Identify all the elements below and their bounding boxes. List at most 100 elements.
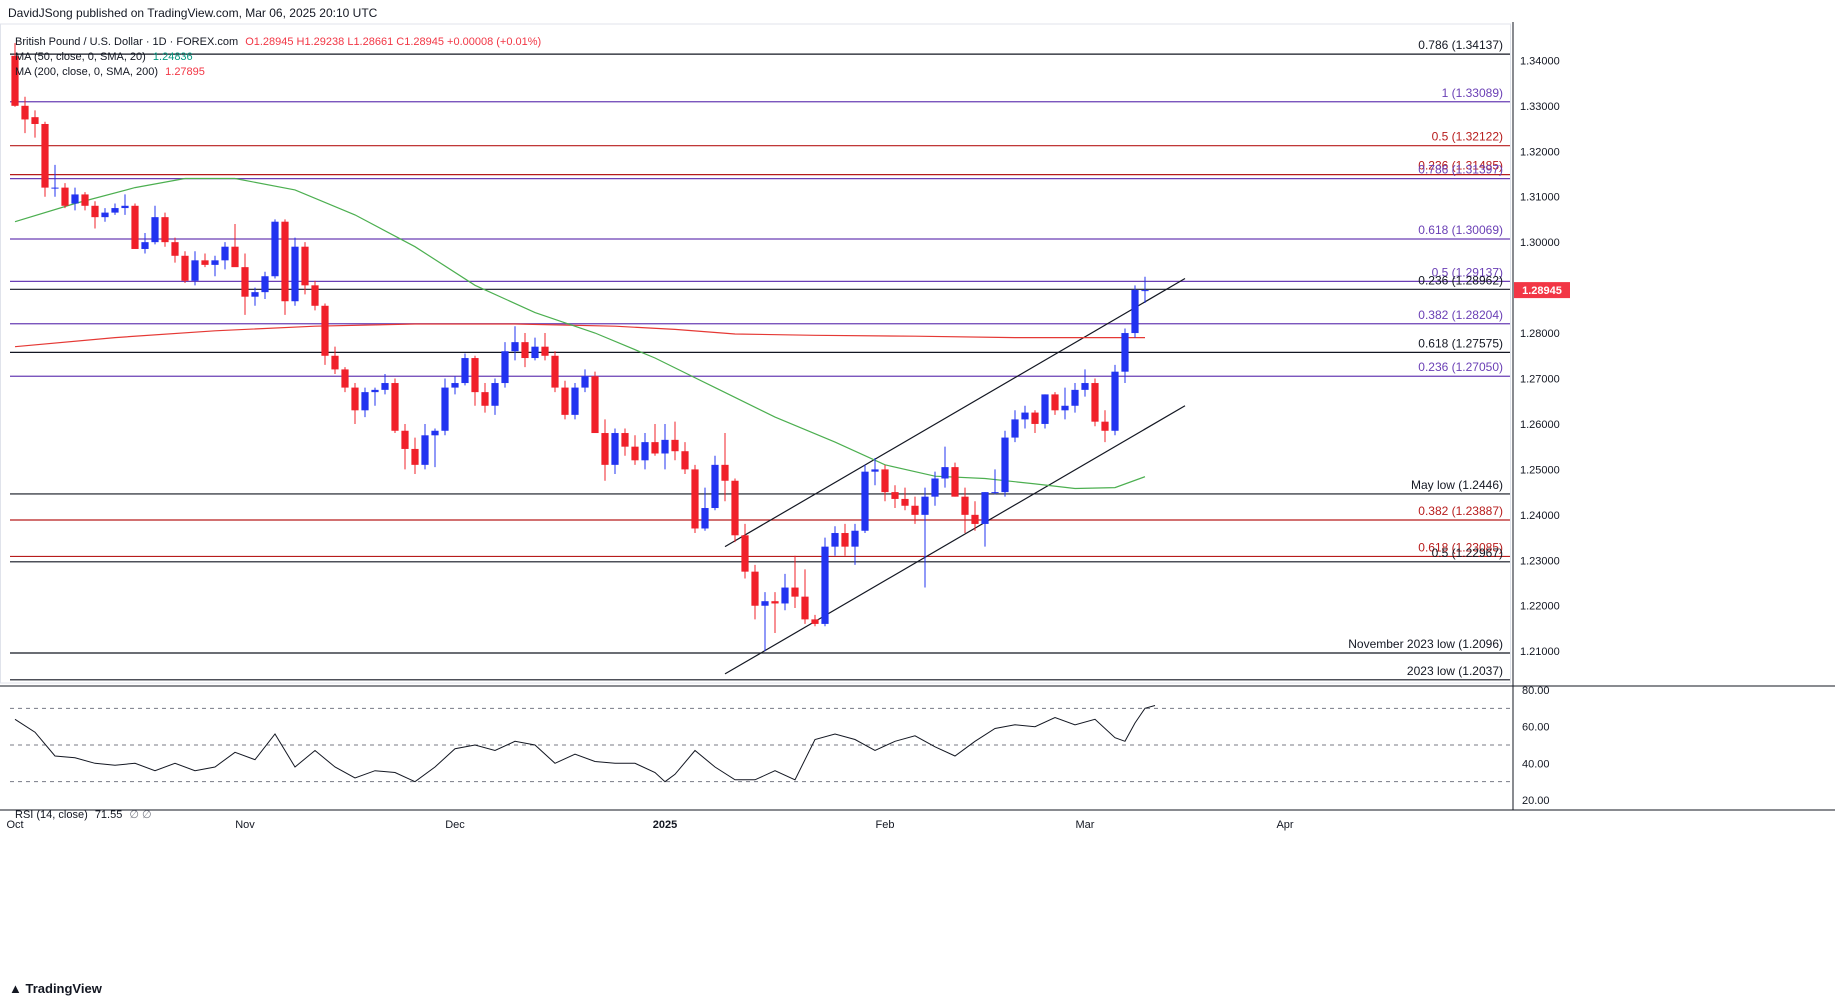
- candle-body: [1051, 394, 1059, 411]
- candle-body: [721, 464, 729, 481]
- candle-body: [581, 376, 589, 388]
- candle-body: [311, 285, 319, 306]
- time-tick-label: Feb: [876, 819, 895, 831]
- candle-body: [111, 208, 119, 213]
- price-tick-label: 1.34000: [1520, 55, 1560, 67]
- candle-body: [131, 205, 139, 249]
- time-tick-label: Oct: [6, 819, 23, 831]
- candle-body: [141, 242, 149, 249]
- candle-body: [691, 469, 699, 529]
- candle-body: [671, 439, 679, 452]
- candle-body: [11, 55, 19, 106]
- candle-body: [51, 187, 59, 189]
- ma50-legend[interactable]: MA (50, close, 0, SMA, 20) 1.24836: [15, 51, 193, 63]
- level-label: 0.5 (1.29137): [1432, 265, 1503, 279]
- level-label: 0.382 (1.23887): [1418, 504, 1503, 518]
- level-label: 1 (1.33089): [1442, 86, 1503, 100]
- candle-body: [251, 292, 259, 297]
- candle-body: [931, 478, 939, 497]
- candle-body: [201, 260, 209, 265]
- candle-body: [261, 276, 269, 293]
- candle-body: [781, 587, 789, 604]
- channel-trendline: [724, 277, 1186, 548]
- candle-body: [791, 587, 799, 597]
- candle-body: [951, 467, 959, 497]
- candle-body: [241, 267, 249, 297]
- time-tick-label: 2025: [653, 819, 677, 831]
- level-label: 0.618 (1.30069): [1418, 223, 1503, 237]
- candle-body: [121, 205, 129, 209]
- price-tick-label: 1.31000: [1520, 192, 1560, 204]
- candle-body: [561, 387, 569, 415]
- candle-body: [481, 392, 489, 406]
- candle-body: [361, 392, 369, 411]
- candle-body: [1021, 412, 1029, 420]
- candle-body: [231, 246, 239, 268]
- rsi-line: [14, 705, 1156, 783]
- level-label: 0.786 (1.31397): [1418, 163, 1503, 177]
- rsi-value: 71.55: [94, 809, 123, 821]
- level-label: 0.618 (1.23085): [1418, 540, 1503, 554]
- candle-body: [891, 492, 899, 499]
- candle-body: [941, 467, 949, 479]
- ma200-legend[interactable]: MA (200, close, 0, SMA, 200) 1.27895: [15, 66, 205, 78]
- candle-body: [471, 358, 479, 393]
- tradingview-logo[interactable]: ▲ TradingView: [9, 981, 102, 996]
- candle-body: [731, 480, 739, 536]
- level-label: 0.236 (1.28962): [1418, 273, 1503, 287]
- candle-body: [441, 387, 449, 431]
- candle-body: [41, 123, 49, 188]
- candle-body: [1141, 290, 1149, 292]
- time-tick-label: Mar: [1076, 819, 1095, 831]
- candle-body: [21, 105, 29, 120]
- candle-body: [91, 205, 99, 218]
- candle-body: [351, 387, 359, 411]
- ma50-line-group: [14, 177, 1146, 490]
- candle-body: [551, 355, 559, 388]
- candle-body: [981, 492, 989, 524]
- rsi-panel: 80.00 60.00 40.00 20.00: [10, 685, 1550, 807]
- candle-body: [851, 530, 859, 547]
- ma200-line: [14, 323, 1145, 348]
- publisher-line: DavidJSong published on TradingView.com,…: [8, 6, 378, 20]
- candle-body: [661, 439, 669, 454]
- trendlines: [724, 277, 1186, 675]
- rsi-tick-label: 80.00: [1522, 685, 1550, 697]
- candle-body: [501, 351, 509, 384]
- candlestick-chart[interactable]: 0.786 (1.34137) 1 (1.33089) 0.5 (1.32122) 0…: [0, 22, 1835, 997]
- candle-body: [801, 596, 809, 620]
- price-tick-label: 1.24000: [1520, 510, 1560, 522]
- candle-body: [831, 533, 839, 547]
- candle-body: [101, 212, 109, 218]
- symbol-legend[interactable]: British Pound / U.S. Dollar · 1D · FOREX…: [15, 36, 541, 48]
- candle-body: [71, 194, 79, 204]
- candle-body: [651, 442, 659, 454]
- price-tick-label: 1.22000: [1520, 601, 1560, 613]
- candle-body: [771, 601, 779, 604]
- candle-body: [461, 358, 469, 384]
- price-tick-label: 1.23000: [1520, 555, 1560, 567]
- candle-body: [391, 383, 399, 431]
- candle-body: [341, 369, 349, 388]
- candle-body: [191, 260, 199, 281]
- candle-body: [1011, 419, 1019, 438]
- time-tick-label: Apr: [1276, 819, 1293, 831]
- candle-body: [901, 498, 909, 506]
- tv-icon: ▲: [9, 981, 26, 996]
- rsi-legend[interactable]: RSI (14, close) 71.55 ∅ ∅: [15, 808, 152, 821]
- candle-body: [701, 508, 709, 529]
- candle-body: [881, 469, 889, 493]
- candle-body: [1131, 289, 1139, 334]
- candle-body: [641, 442, 649, 461]
- candle-body: [1041, 394, 1049, 424]
- candle-body: [81, 194, 89, 206]
- candle-body: [171, 242, 179, 256]
- candle-body: [511, 342, 519, 352]
- candle-body: [911, 505, 919, 515]
- candle-body: [711, 464, 719, 509]
- candle-body: [271, 221, 279, 277]
- candle-body: [421, 435, 429, 465]
- level-label: 0.236 (1.27050): [1418, 360, 1503, 374]
- candle-body: [431, 430, 439, 436]
